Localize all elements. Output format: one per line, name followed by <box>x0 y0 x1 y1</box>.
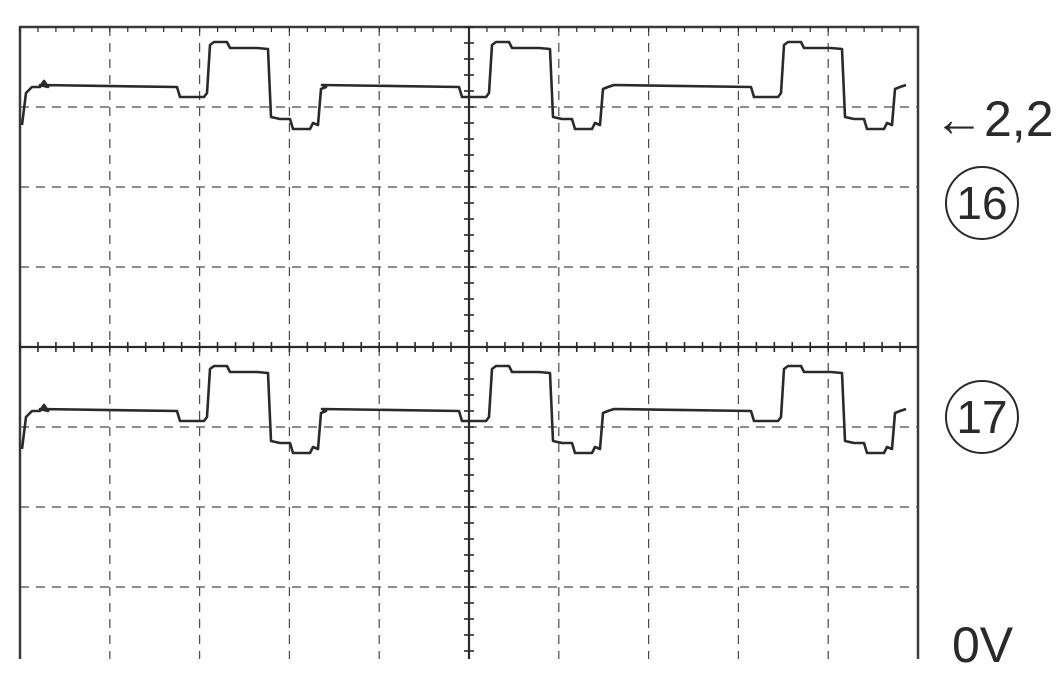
level-marker-label: ←2,2 <box>934 91 1054 147</box>
zero-volt-label: 0V <box>952 617 1014 673</box>
oscilloscope-screen <box>18 25 920 659</box>
waveform-trace-16 <box>20 40 907 131</box>
channel-17-badge: 17 <box>945 380 1019 454</box>
channel-16-badge: 16 <box>945 166 1019 240</box>
waveform-trace-17 <box>20 364 907 455</box>
center-axes <box>19 26 918 659</box>
